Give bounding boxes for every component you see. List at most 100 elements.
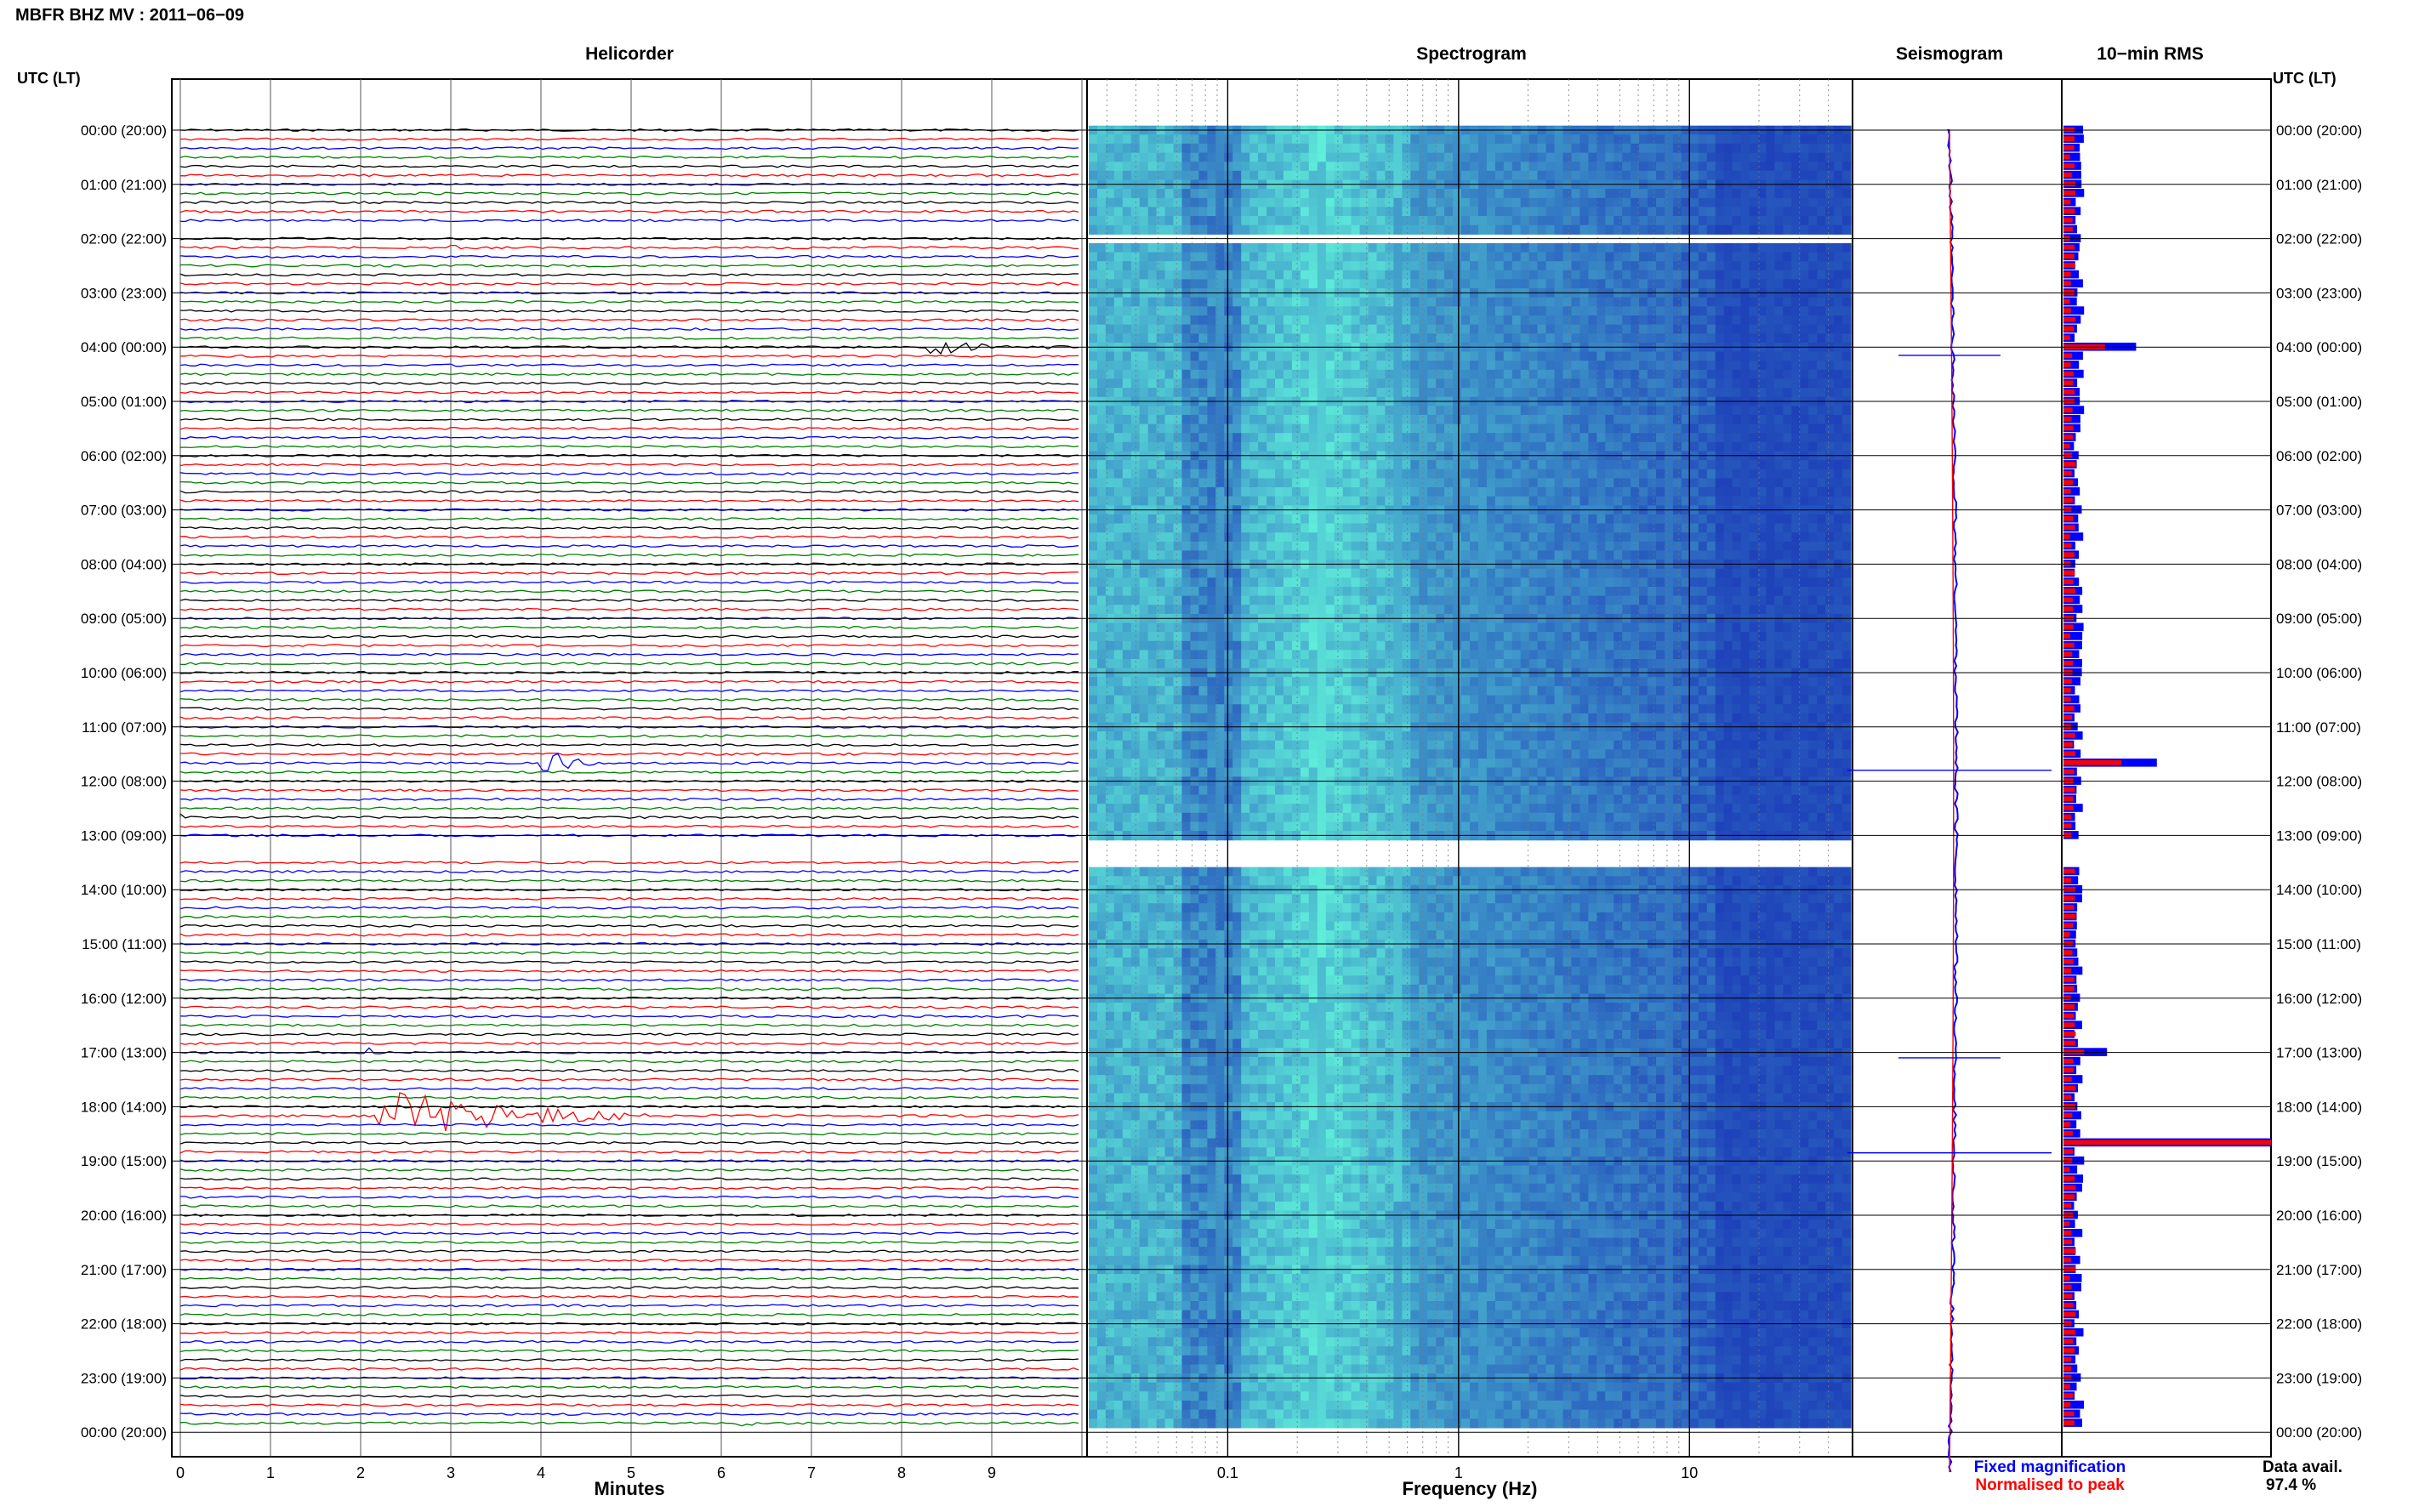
spectrogram-cell — [1478, 134, 1488, 145]
figure-title: MBFR BHZ MV : 2011−06−09 — [15, 6, 244, 25]
spectrogram-cell — [1207, 577, 1216, 588]
spectrogram-cell — [1275, 189, 1284, 199]
spectrogram-cell — [1665, 170, 1674, 180]
spectrogram-cell — [1173, 595, 1183, 605]
spectrogram-cell — [1393, 568, 1403, 578]
spectrogram-cell — [1325, 541, 1335, 551]
spectrogram-cell — [1122, 242, 1132, 253]
spectrogram-cell — [1528, 587, 1539, 597]
spectrogram-cell — [1757, 406, 1767, 416]
spectrogram-cell — [1648, 361, 1657, 371]
spectrogram-cell — [1190, 333, 1200, 344]
spectrogram-cell — [1275, 315, 1284, 326]
spectrogram-cell — [1800, 622, 1809, 633]
spectrogram-cell — [1300, 333, 1310, 344]
spectrogram-cell — [1791, 279, 1801, 289]
spectrogram-cell — [1614, 460, 1623, 470]
spectrogram-cell — [1241, 423, 1250, 434]
spectrogram-cell — [1198, 550, 1208, 560]
spectrogram-cell — [1698, 496, 1708, 506]
spectrogram-cell — [1825, 261, 1835, 271]
spectrogram-cell — [1173, 216, 1183, 226]
spectrogram-cell — [1249, 388, 1259, 398]
spectrogram-cell — [1800, 496, 1809, 506]
spectrogram-cell — [1562, 568, 1573, 578]
spectrogram-cell — [1224, 369, 1233, 379]
spectrogram-cell — [1436, 568, 1445, 578]
spectrogram-cell — [1554, 469, 1564, 479]
spectrogram-cell — [1351, 216, 1361, 226]
spectrogram-cell — [1656, 406, 1665, 416]
spectrogram-cell — [1494, 622, 1505, 633]
spectrogram-cell — [1258, 134, 1267, 145]
spectrogram-cell — [1402, 143, 1411, 154]
spectrogram-cell — [1351, 324, 1361, 334]
spectrogram-cell — [1834, 315, 1843, 326]
spectrogram-cell — [1842, 333, 1852, 344]
spectrogram-cell — [1706, 388, 1716, 398]
spectrogram-cell — [1774, 252, 1784, 262]
spectrogram-cell — [1783, 414, 1792, 425]
spectrogram-cell — [1300, 134, 1310, 145]
spectrogram-cell — [1723, 242, 1733, 253]
spectrogram-cell — [1224, 333, 1233, 344]
spectrogram-cell — [1232, 324, 1242, 334]
spectrogram-cell — [1207, 487, 1216, 497]
spectrogram-cell — [1656, 369, 1665, 379]
spectrogram-cell — [1351, 433, 1361, 443]
spectrogram-cell — [1478, 487, 1488, 497]
spectrogram-cell — [1614, 423, 1623, 434]
spectrogram-cell — [1291, 406, 1301, 416]
spectrogram-cell — [1562, 605, 1573, 615]
spectrogram-cell — [1241, 487, 1250, 497]
helicorder-panel — [171, 78, 1088, 1458]
spectrogram-cell — [1190, 315, 1200, 326]
spectrogram-cell — [1494, 315, 1505, 326]
spectrogram-cell — [1359, 333, 1369, 344]
spectrogram-cell — [1453, 225, 1462, 235]
spectrogram-cell — [1842, 541, 1852, 551]
spectrogram-cell — [1147, 361, 1158, 371]
spectrogram-cell — [1614, 197, 1623, 207]
spectrogram-cell — [1181, 514, 1192, 525]
spectrogram-cell — [1300, 152, 1310, 162]
spectrogram-cell — [1283, 496, 1293, 506]
spectrogram-cell — [1749, 134, 1759, 145]
spectrogram-cell — [1325, 388, 1335, 398]
spectrogram-cell — [1562, 433, 1573, 443]
spectrogram-cell — [1665, 162, 1674, 172]
spectrogram-cell — [1207, 170, 1216, 180]
spectrogram-cell — [1614, 207, 1623, 217]
spectrogram-cell — [1122, 550, 1132, 560]
spectrogram-cell — [1105, 333, 1115, 344]
spectrogram-cell — [1648, 595, 1657, 605]
spectrogram-cell — [1834, 261, 1843, 271]
spectrogram-cell — [1834, 270, 1843, 280]
spectrogram-cell — [1317, 487, 1327, 497]
spectrogram-cell — [1393, 587, 1403, 597]
spectrogram-cell — [1800, 423, 1809, 434]
spectrogram-cell — [1639, 587, 1648, 597]
spectrogram-cell — [1308, 595, 1318, 605]
spectrogram-cell — [1342, 297, 1352, 307]
spectrogram-cell — [1215, 306, 1225, 316]
spectrogram-cell — [1614, 441, 1623, 452]
spectrogram-cell — [1486, 441, 1496, 452]
spectrogram-cell — [1672, 270, 1682, 280]
spectrogram-cell — [1698, 216, 1708, 226]
spectrogram-cell — [1419, 351, 1428, 361]
spectrogram-cell — [1461, 595, 1471, 605]
spectrogram-cell — [1511, 152, 1522, 162]
spectrogram-cell — [1791, 197, 1801, 207]
spectrogram-cell — [1698, 361, 1708, 371]
spectrogram-cell — [1089, 152, 1098, 162]
spectrogram-cell — [1275, 388, 1284, 398]
spectrogram-cell — [1715, 487, 1725, 497]
spectrogram-cell — [1740, 423, 1750, 434]
spectrogram-cell — [1639, 568, 1648, 578]
spectrogram-cell — [1639, 478, 1648, 488]
spectrogram-cell — [1631, 297, 1640, 307]
spectrogram-cell — [1283, 306, 1293, 316]
spectrogram-cell — [1783, 242, 1792, 253]
spectrogram-cell — [1706, 514, 1716, 525]
